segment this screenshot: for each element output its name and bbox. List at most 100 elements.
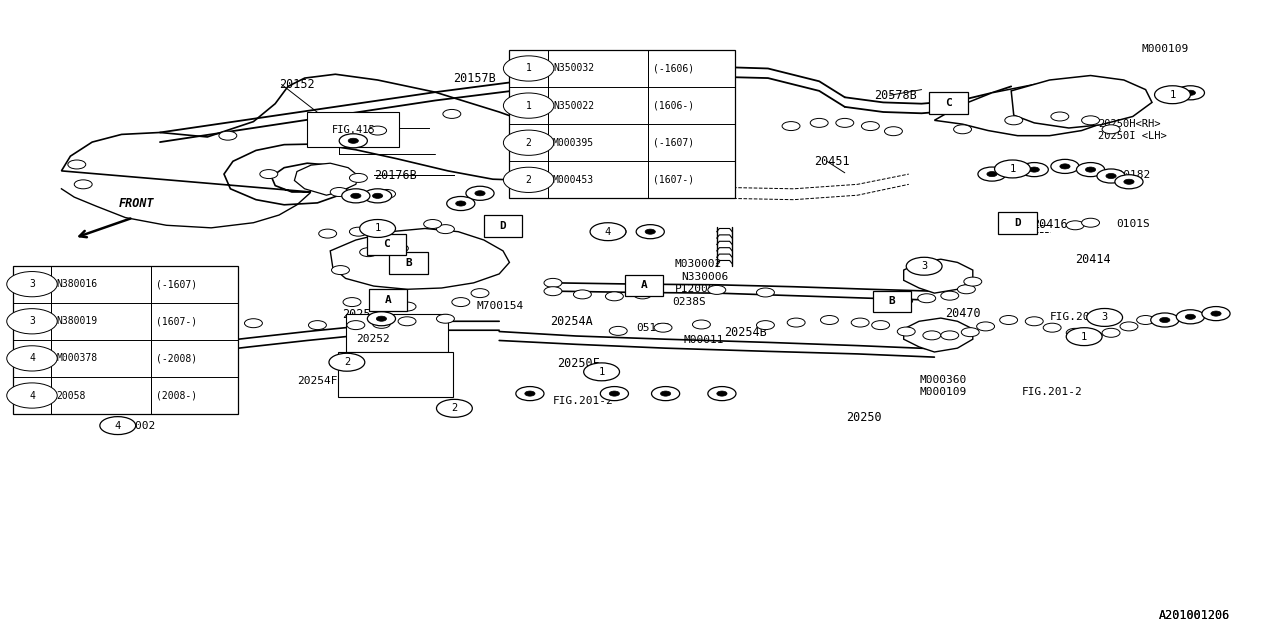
Circle shape (219, 131, 237, 140)
Circle shape (424, 220, 442, 228)
Text: 1: 1 (526, 100, 531, 111)
Circle shape (820, 316, 838, 324)
Text: (2008-): (2008-) (156, 390, 197, 401)
Bar (484, 215, 522, 237)
Circle shape (503, 130, 554, 156)
Text: 0238S: 0238S (672, 297, 705, 307)
Bar (369, 289, 407, 311)
Circle shape (180, 337, 198, 346)
Circle shape (708, 387, 736, 401)
Circle shape (1102, 328, 1120, 337)
Circle shape (1000, 316, 1018, 324)
Circle shape (369, 126, 387, 135)
Circle shape (1082, 218, 1100, 227)
Circle shape (372, 193, 383, 198)
Bar (873, 291, 911, 312)
Circle shape (343, 298, 361, 307)
Text: B: B (404, 258, 412, 268)
Text: 2: 2 (526, 138, 531, 148)
Text: 1: 1 (599, 367, 604, 377)
Bar (307, 112, 399, 147)
Text: 20578B: 20578B (874, 89, 916, 102)
Text: M030002: M030002 (109, 420, 156, 431)
Polygon shape (904, 259, 973, 293)
Circle shape (1066, 328, 1102, 346)
Circle shape (6, 308, 58, 334)
Circle shape (607, 229, 617, 234)
Circle shape (1066, 328, 1084, 337)
Polygon shape (904, 318, 973, 352)
Text: A: A (384, 295, 392, 305)
Circle shape (1051, 112, 1069, 121)
Circle shape (452, 298, 470, 307)
Circle shape (544, 278, 562, 287)
Circle shape (390, 244, 408, 253)
Text: 20250I <LH>: 20250I <LH> (1098, 131, 1167, 141)
Circle shape (1005, 116, 1023, 125)
Bar (389, 252, 428, 274)
Text: 2: 2 (452, 403, 457, 413)
Text: 20250H<RH>: 20250H<RH> (1098, 119, 1161, 129)
Circle shape (573, 290, 591, 299)
Circle shape (1025, 317, 1043, 326)
Bar (338, 352, 453, 397)
Circle shape (1043, 323, 1061, 332)
Text: (-1607): (-1607) (653, 138, 694, 148)
Text: A: A (640, 280, 648, 291)
Text: D: D (1014, 218, 1021, 228)
Circle shape (897, 327, 915, 336)
Circle shape (654, 323, 672, 332)
Text: FIG.201-2: FIG.201-2 (1021, 387, 1082, 397)
Polygon shape (294, 163, 358, 195)
Text: N350022: N350022 (553, 100, 594, 111)
Circle shape (1029, 167, 1039, 172)
Circle shape (372, 319, 390, 328)
Text: M000378: M000378 (56, 353, 97, 364)
Text: 2: 2 (526, 175, 531, 185)
Circle shape (964, 277, 982, 286)
Circle shape (872, 321, 890, 330)
Circle shape (503, 56, 554, 81)
Circle shape (329, 353, 365, 371)
Circle shape (436, 314, 454, 323)
Circle shape (332, 266, 349, 275)
Circle shape (447, 196, 475, 211)
Circle shape (1082, 116, 1100, 125)
Circle shape (372, 222, 390, 231)
Circle shape (1155, 86, 1190, 104)
Text: N380019: N380019 (56, 316, 97, 326)
Circle shape (584, 363, 620, 381)
Circle shape (518, 129, 536, 138)
Text: N330006: N330006 (681, 272, 728, 282)
Circle shape (600, 387, 628, 401)
Circle shape (1060, 164, 1070, 169)
Text: 1: 1 (375, 223, 380, 234)
Circle shape (652, 387, 680, 401)
Circle shape (1137, 316, 1155, 324)
Circle shape (219, 322, 237, 331)
Circle shape (503, 167, 554, 193)
Circle shape (260, 170, 278, 179)
Circle shape (349, 173, 367, 182)
Circle shape (782, 122, 800, 131)
Circle shape (503, 93, 554, 118)
Circle shape (590, 223, 626, 241)
Text: 20157 <RH>: 20157 <RH> (120, 344, 183, 354)
Circle shape (756, 288, 774, 297)
Text: 20254A: 20254A (550, 316, 593, 328)
Text: M000360: M000360 (919, 374, 966, 385)
Circle shape (598, 225, 626, 239)
Text: (-2008): (-2008) (156, 353, 197, 364)
Circle shape (987, 172, 997, 177)
Circle shape (634, 290, 652, 299)
Circle shape (436, 399, 472, 417)
Text: M030002: M030002 (675, 259, 722, 269)
Circle shape (717, 391, 727, 396)
Circle shape (1185, 314, 1196, 319)
Text: 3: 3 (1102, 312, 1107, 323)
Circle shape (398, 317, 416, 326)
Circle shape (347, 321, 365, 330)
Text: 20176B: 20176B (170, 283, 212, 296)
Text: P120003: P120003 (675, 284, 722, 294)
Circle shape (609, 326, 627, 335)
